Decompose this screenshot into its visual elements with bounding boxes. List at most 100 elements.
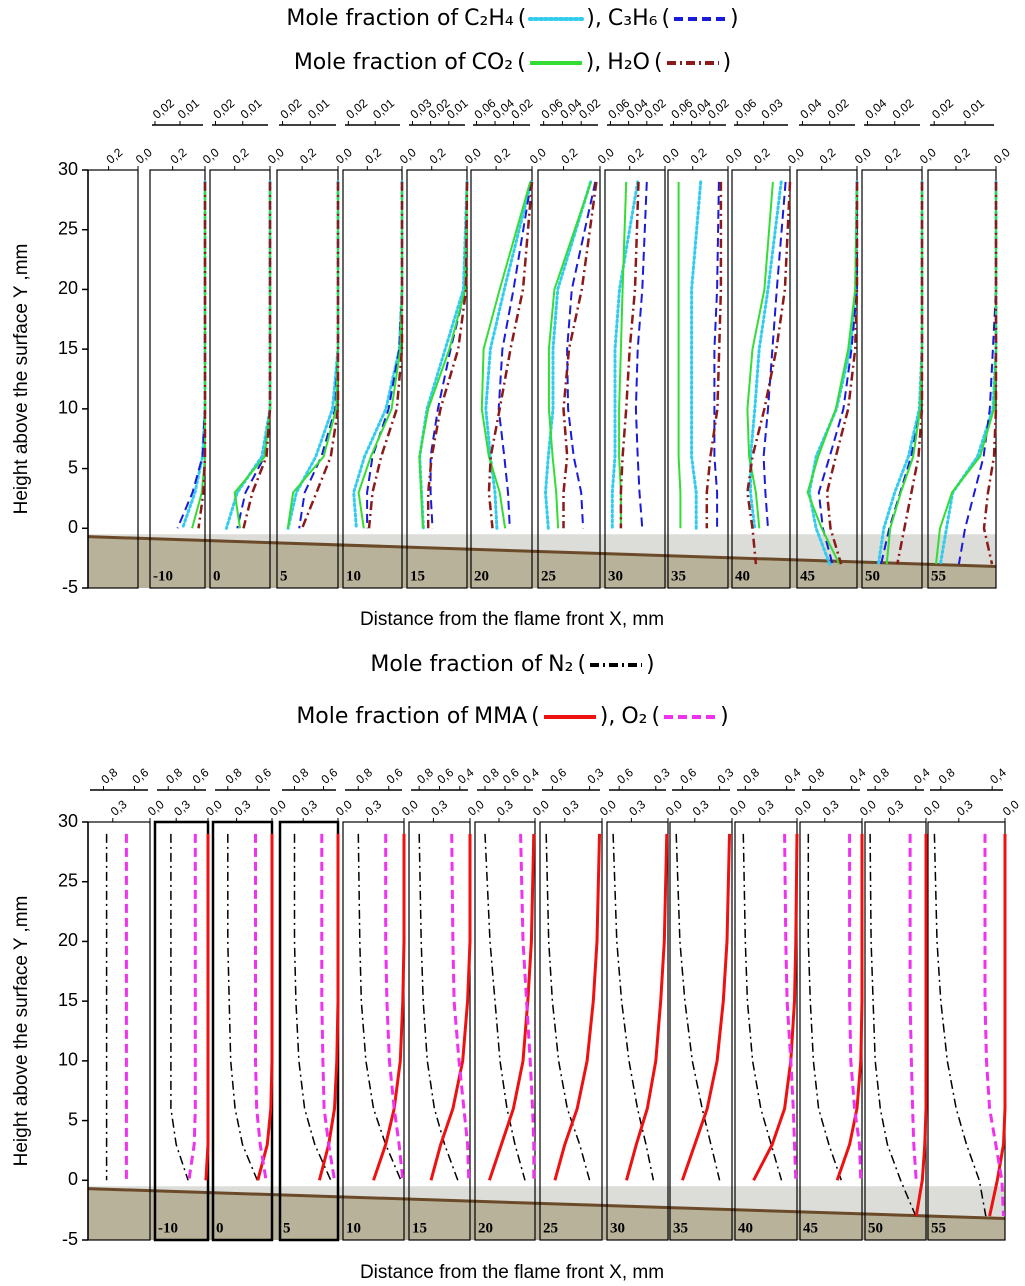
lower-x-tick-label: 0,0 xyxy=(333,797,355,819)
profile-line xyxy=(545,833,591,1181)
profile-line xyxy=(553,833,601,1181)
profile-line xyxy=(181,180,207,530)
lower-x-tick-label: 0,0 xyxy=(333,145,355,167)
lower-x-tick-label: 0,2 xyxy=(297,145,319,167)
position-label: 40 xyxy=(738,1221,753,1237)
upper-x-tick-label: 0,6 xyxy=(129,765,151,787)
position-label: 50 xyxy=(865,569,880,585)
lower-x-tick-label: 0,0 xyxy=(1000,797,1022,819)
profile-line xyxy=(742,833,783,1181)
upper-x-tick-label: 0,6 xyxy=(547,765,569,787)
upper-x-tick-label: 0,3 xyxy=(715,765,737,787)
profile-line xyxy=(634,181,648,529)
lower-x-tick-label: 0,0 xyxy=(465,797,487,819)
profile-line xyxy=(983,833,1005,1217)
profile-line xyxy=(806,181,858,565)
profile-line xyxy=(367,181,404,529)
legend-name: N₂ xyxy=(548,652,574,677)
profile-line xyxy=(988,833,1007,1217)
upper-x-tick-label: 0,4 xyxy=(782,765,804,787)
lower-x-tick-label: 0,2 xyxy=(230,145,252,167)
upper-x-tick-label: 0,6 xyxy=(677,765,699,787)
position-label: 5 xyxy=(280,569,288,585)
lower-x-tick-label: 0,2 xyxy=(882,145,904,167)
position-label: -10 xyxy=(153,569,173,585)
legend-lead: Mole fraction of xyxy=(286,6,459,31)
legend-row: Mole fraction of CO₂(), H₂O() xyxy=(0,50,1025,75)
legend-name: MMA xyxy=(474,704,528,729)
upper-x-tick-label: 0,8 xyxy=(289,765,311,787)
upper-x-tick-label: 0,4 xyxy=(911,765,933,787)
y-tick-label: 5 xyxy=(68,1109,78,1129)
subplot-frame xyxy=(796,169,858,589)
lower-x-tick-label: 0,0 xyxy=(145,797,167,819)
upper-x-tick-label: 0,02 xyxy=(150,96,177,122)
lower-x-tick-label: 0,2 xyxy=(817,145,839,167)
profile-line xyxy=(357,181,403,529)
legend-swatch xyxy=(590,663,643,667)
legend-separator: , xyxy=(594,50,602,75)
surface-sample xyxy=(88,1188,1005,1240)
y-tick-label: 0 xyxy=(68,1169,78,1189)
legend-name: C₃H₆ xyxy=(607,6,658,31)
legend-close: ) xyxy=(730,6,739,31)
upper-x-tick-label: 0,8 xyxy=(414,765,436,787)
legend-swatch xyxy=(543,715,596,719)
lower-x-tick-label: 0,3 xyxy=(494,797,516,819)
upper-x-tick-label: 0,02 xyxy=(210,96,237,122)
legend-swatch xyxy=(664,715,717,719)
subplot-frame xyxy=(667,169,729,589)
profile-line xyxy=(487,833,536,1181)
upper-x-tick-label: 0,02 xyxy=(343,96,370,122)
x-axis-title: Distance from the flame front X, mm xyxy=(360,1262,664,1283)
legend-open: ( xyxy=(661,6,671,31)
subplot-frame xyxy=(149,169,206,589)
lower-x-tick-label: 0,0 xyxy=(857,797,879,819)
profile-line xyxy=(256,833,274,1181)
profile-line xyxy=(484,833,526,1181)
subplot-frame xyxy=(734,821,798,1241)
position-label: 55 xyxy=(931,1221,946,1237)
upper-x-tick-label: 0,02 xyxy=(705,96,732,122)
profile-line xyxy=(480,181,532,529)
y-tick-label: 15 xyxy=(58,338,78,358)
profile-line xyxy=(880,181,923,565)
upper-x-tick-label: 0,01 xyxy=(960,96,987,122)
profile-line xyxy=(619,181,640,529)
legend-swatch xyxy=(666,61,719,65)
lower-x-tick-label: 0,0 xyxy=(399,797,421,819)
lower-x-tick-label: 0,3 xyxy=(690,797,712,819)
legend-close: ) xyxy=(586,6,595,31)
profile-line xyxy=(366,181,403,529)
position-label: 20 xyxy=(478,1221,493,1237)
upper-x-tick-label: 0,01 xyxy=(305,96,332,122)
lower-x-tick-label: 0,2 xyxy=(751,145,773,167)
upper-x-tick-label: 0,4 xyxy=(520,765,542,787)
legend-name: O₂ xyxy=(621,704,648,729)
subplot-frame xyxy=(153,820,210,1242)
lower-x-tick-label: 0,3 xyxy=(362,797,384,819)
upper-x-tick-label: 0,8 xyxy=(223,765,245,787)
upper-x-tick-label: 0,3 xyxy=(651,765,673,787)
profile-line xyxy=(618,181,628,529)
profile-line xyxy=(543,180,593,530)
subplot-frame xyxy=(211,820,274,1242)
legend-open: ( xyxy=(517,50,526,75)
upper-x-tick-label: 0,6 xyxy=(434,765,456,787)
lower-x-tick-label: 0,3 xyxy=(171,797,193,819)
position-label: 10 xyxy=(346,569,361,585)
profile-line xyxy=(746,181,774,529)
subplot-frame xyxy=(470,169,533,589)
position-label: 35 xyxy=(673,1221,688,1237)
profile-line xyxy=(204,833,210,1181)
lower-x-tick-label: 0,0 xyxy=(203,797,225,819)
lower-x-tick-label: 0,3 xyxy=(755,797,777,819)
legend-lead: Mole fraction of xyxy=(296,704,469,729)
lower-x-tick-label: 0,3 xyxy=(884,797,906,819)
subplot-frame xyxy=(799,821,863,1241)
y-tick-label: 25 xyxy=(58,870,78,890)
profile-line xyxy=(885,181,923,565)
subplot-frame xyxy=(537,169,601,589)
legend-open: ( xyxy=(651,704,661,729)
